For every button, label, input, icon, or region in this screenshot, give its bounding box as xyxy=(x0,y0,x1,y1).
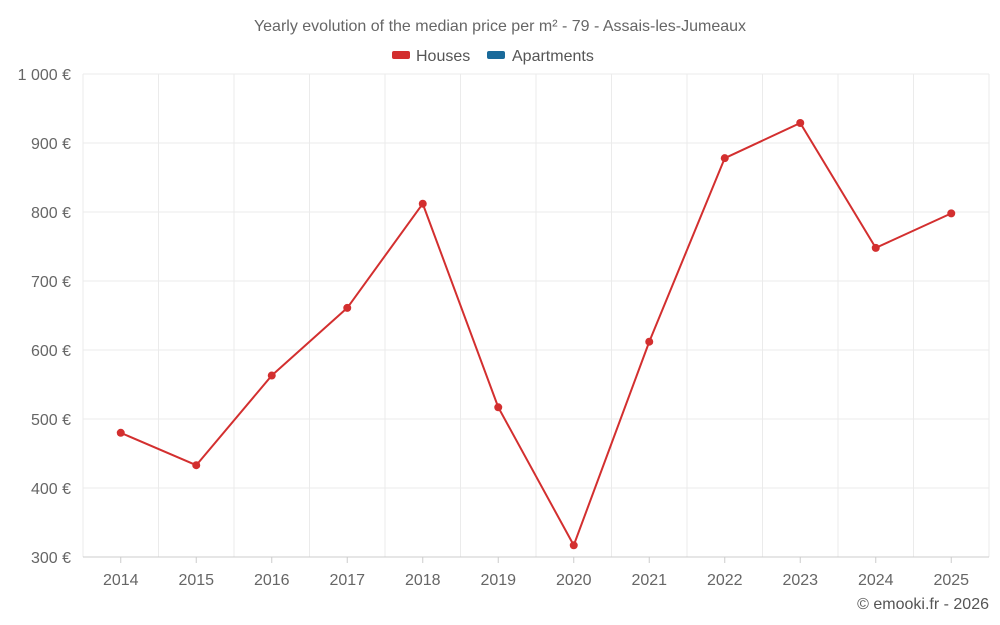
data-point-houses-2023[interactable] xyxy=(796,118,805,127)
x-tick-label: 2015 xyxy=(178,572,214,589)
legend-item-houses[interactable]: Houses xyxy=(392,48,470,65)
data-point-houses-2016[interactable] xyxy=(267,371,276,380)
x-tick-label: 2024 xyxy=(858,572,894,589)
credit-text: © emooki.fr - 2026 xyxy=(857,596,989,613)
data-point-houses-2025[interactable] xyxy=(947,209,956,218)
y-tick-label: 500 € xyxy=(31,412,71,429)
x-tick-label: 2019 xyxy=(480,572,516,589)
legend-swatch-apartments xyxy=(487,51,505,59)
data-point-houses-2015[interactable] xyxy=(192,461,201,470)
data-point-houses-2018[interactable] xyxy=(418,199,427,208)
x-tick-label: 2018 xyxy=(405,572,441,589)
y-tick-label: 600 € xyxy=(31,343,71,360)
data-point-houses-2021[interactable] xyxy=(645,337,654,346)
data-point-houses-2014[interactable] xyxy=(116,428,125,437)
x-tick-label: 2014 xyxy=(103,572,139,589)
legend-item-apartments[interactable]: Apartments xyxy=(487,48,594,65)
y-tick-label: 300 € xyxy=(31,550,71,567)
x-tick-label: 2020 xyxy=(556,572,592,589)
x-axis-ticks: 2014 2015 2016 2017 2018 2019 2020 2021 2022 2023… xyxy=(103,557,969,589)
x-tick-label: 2016 xyxy=(254,572,290,589)
x-tick-label: 2025 xyxy=(933,572,969,589)
series-houses xyxy=(116,118,956,550)
y-tick-label: 900 € xyxy=(31,136,71,153)
legend-label-apartments: Apartments xyxy=(512,48,594,65)
data-point-houses-2024[interactable] xyxy=(871,243,880,252)
data-point-houses-2017[interactable] xyxy=(343,303,352,312)
x-tick-label: 2017 xyxy=(329,572,365,589)
series-line-houses xyxy=(120,121,952,547)
x-tick-label: 2023 xyxy=(782,572,818,589)
y-tick-label: 1 000 € xyxy=(18,67,71,84)
data-point-houses-2020[interactable] xyxy=(569,541,578,550)
y-tick-label: 700 € xyxy=(31,274,71,291)
y-tick-label: 400 € xyxy=(31,481,71,498)
grid xyxy=(82,73,990,557)
legend-swatch-houses xyxy=(392,51,410,59)
legend-label-houses: Houses xyxy=(416,48,470,65)
y-axis-ticks: 300 € 400 € 500 € 600 € 700 € 800 € 900 € 1 000… xyxy=(18,67,71,567)
data-point-houses-2022[interactable] xyxy=(720,154,729,163)
data-point-houses-2019[interactable] xyxy=(494,403,503,412)
legend: Houses Apartments xyxy=(392,48,594,65)
y-tick-label: 800 € xyxy=(31,205,71,222)
chart-title: Yearly evolution of the median price per… xyxy=(254,18,746,35)
x-tick-label: 2021 xyxy=(631,572,667,589)
x-tick-label: 2022 xyxy=(707,572,743,589)
